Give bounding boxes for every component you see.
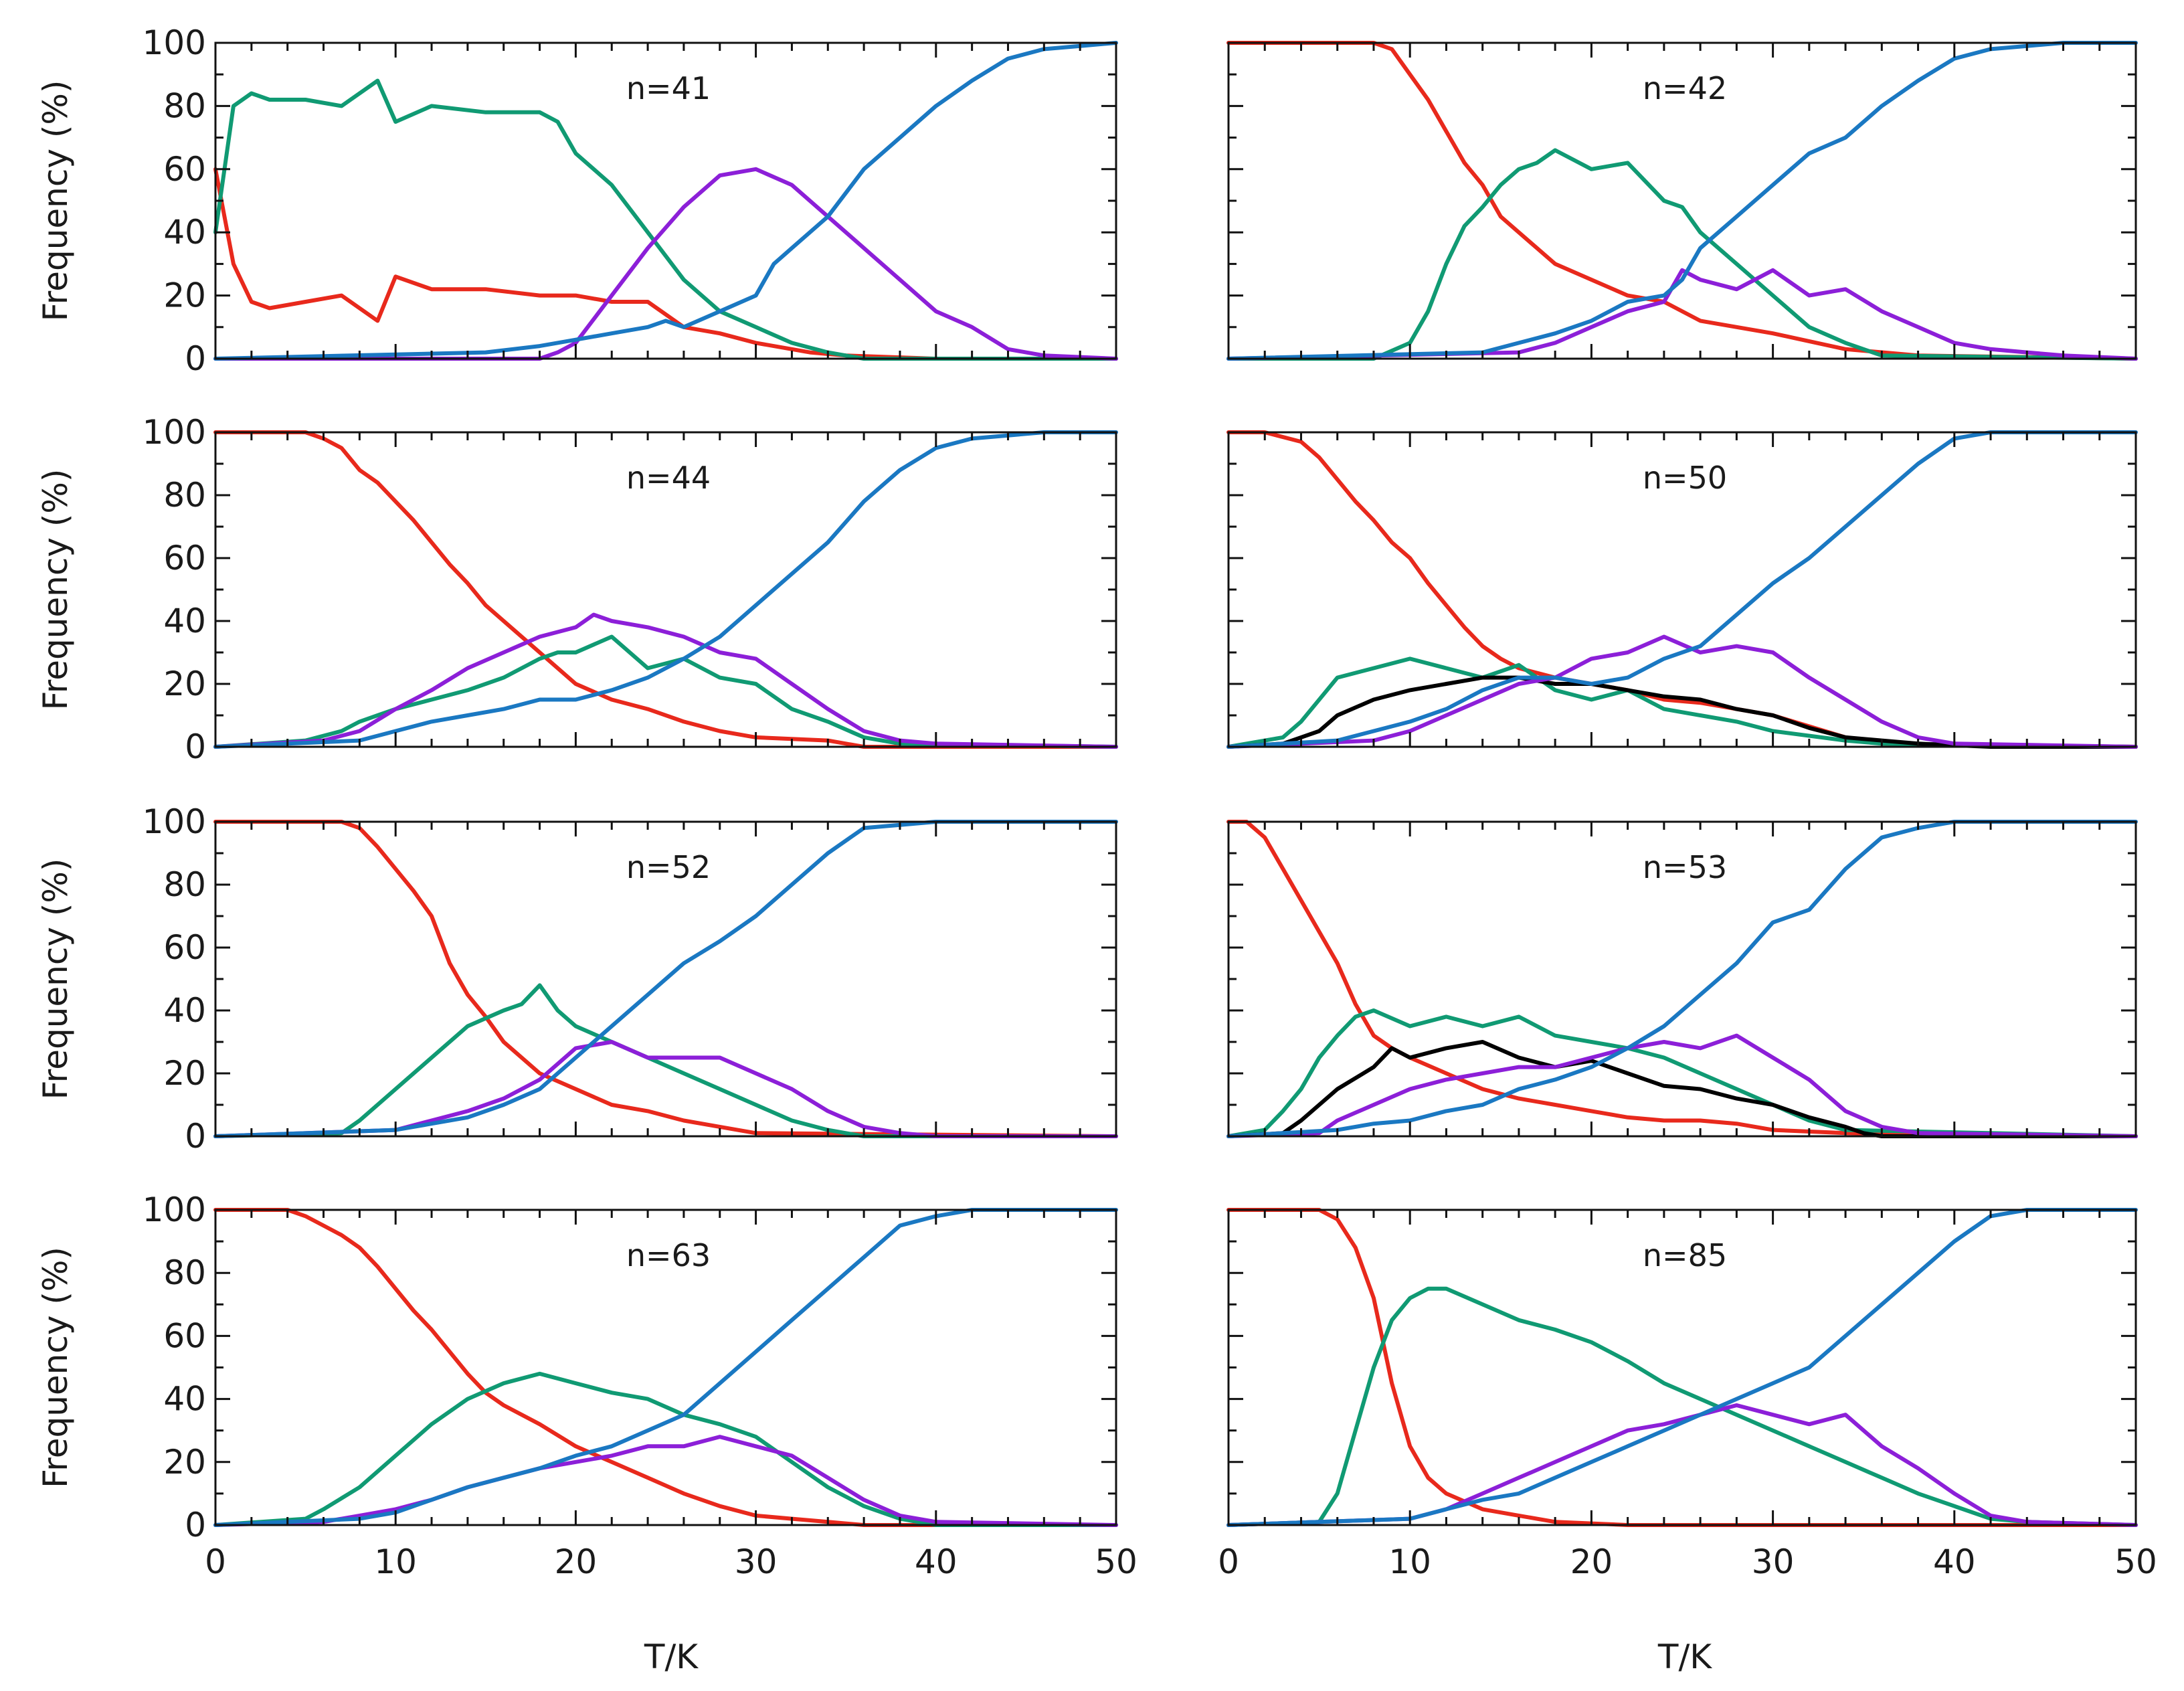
panel-n-44: 0 20 40 60 80 100 Frequency (%) n=44 <box>36 413 1118 766</box>
series-purple-line <box>213 1040 1118 1138</box>
series-black-line <box>1226 675 2138 749</box>
series-purple-line <box>213 167 1118 361</box>
x-tick-label: 50 <box>1095 1542 1138 1581</box>
panel-label: n=50 <box>1643 460 1727 496</box>
x-tick-label: 0 <box>205 1542 226 1581</box>
series-blue-line <box>1226 1208 2138 1527</box>
y-tick-label: 20 <box>163 1054 206 1093</box>
panel-label: n=41 <box>626 70 711 106</box>
y-tick-label: 80 <box>163 476 206 515</box>
y-tick-label: 60 <box>163 539 206 577</box>
panel-n-41: 0 20 40 60 80 100 Frequency (%) n=41 <box>36 23 1118 378</box>
series-green-line <box>213 634 1118 749</box>
panel-label: n=53 <box>1643 849 1727 885</box>
x-tick-label: 10 <box>1388 1542 1431 1581</box>
x-tick-label: 30 <box>735 1542 778 1581</box>
series-red-line <box>213 430 1118 749</box>
y-axis-title: Frequency (%) <box>36 469 75 711</box>
series-blue-line <box>1226 41 2138 361</box>
y-tick-label: 80 <box>163 1253 206 1292</box>
panel-n-85: 0 10 20 30 40 50 n=85 <box>1218 1208 2157 1581</box>
series-blue-line <box>213 41 1118 361</box>
y-tick-label: 60 <box>163 928 206 967</box>
series-purple-line <box>1226 268 2138 361</box>
panel-label: n=63 <box>626 1237 711 1273</box>
y-tick-label: 40 <box>163 991 206 1030</box>
y-tick-label: 100 <box>143 23 206 62</box>
series-purple-line <box>213 612 1118 749</box>
series-red-line <box>1226 41 2138 361</box>
series-red-line <box>1226 820 2138 1138</box>
panel-label: n=85 <box>1643 1237 1727 1273</box>
y-tick-label: 40 <box>163 602 206 640</box>
x-tick-label: 20 <box>555 1542 598 1581</box>
y-tick-label: 0 <box>185 1117 206 1156</box>
series-green-line <box>1226 148 2138 361</box>
y-tick-label: 100 <box>143 1190 206 1229</box>
x-axis-title-right: T/K <box>1657 1637 1712 1676</box>
x-tick-label: 10 <box>374 1542 417 1581</box>
y-tick-label: 40 <box>163 213 206 252</box>
y-tick-label: 20 <box>163 276 206 315</box>
panel-n-50: n=50 <box>1226 430 2138 749</box>
y-tick-label: 80 <box>163 865 206 904</box>
panel-n-53: n=53 <box>1226 820 2138 1138</box>
x-tick-label: 40 <box>1933 1542 1976 1581</box>
series-purple-line <box>213 1435 1118 1527</box>
y-tick-label: 60 <box>163 150 206 189</box>
series-green-line <box>213 78 1118 361</box>
panel-label: n=42 <box>1643 70 1727 106</box>
y-axis-title: Frequency (%) <box>36 80 75 322</box>
series-green-line <box>213 1371 1118 1527</box>
x-tick-label: 50 <box>2114 1542 2157 1581</box>
x-tick-label: 0 <box>1218 1542 1239 1581</box>
panel-n-52: 0 20 40 60 80 100 Frequency (%) n=52 <box>36 802 1118 1156</box>
series-purple-line <box>1226 634 2138 749</box>
y-tick-label: 60 <box>163 1316 206 1355</box>
y-tick-label: 0 <box>185 727 206 766</box>
x-tick-label: 20 <box>1570 1542 1613 1581</box>
x-axis-title-left: T/K <box>644 1637 699 1676</box>
y-tick-label: 100 <box>143 802 206 841</box>
y-tick-label: 80 <box>163 86 206 125</box>
x-tick-label: 40 <box>915 1542 958 1581</box>
panel-label: n=52 <box>626 849 711 885</box>
y-tick-label: 20 <box>163 1443 206 1482</box>
series-purple-line <box>1226 1033 2138 1138</box>
y-tick-label: 20 <box>163 664 206 703</box>
panel-n-63: 0 20 40 60 80 100 Frequency (%) 0 10 20 30 40 50 n=63 <box>36 1190 1138 1581</box>
panel-n-42: n=42 <box>1226 41 2138 361</box>
series-red-line <box>213 167 1118 361</box>
y-tick-label: 0 <box>185 1506 206 1544</box>
series-blue-line <box>213 430 1118 749</box>
series-green-line <box>213 983 1118 1138</box>
series-green-line <box>1226 1286 2138 1527</box>
series-green-line <box>1226 1008 2138 1138</box>
y-axis-title: Frequency (%) <box>36 1247 75 1488</box>
y-tick-label: 40 <box>163 1380 206 1419</box>
x-tick-label: 30 <box>1752 1542 1795 1581</box>
series-purple-line <box>1226 1403 2138 1527</box>
y-tick-label: 100 <box>143 413 206 452</box>
panel-label: n=44 <box>626 460 711 496</box>
y-axis-title: Frequency (%) <box>36 859 75 1100</box>
y-tick-label: 0 <box>185 339 206 378</box>
